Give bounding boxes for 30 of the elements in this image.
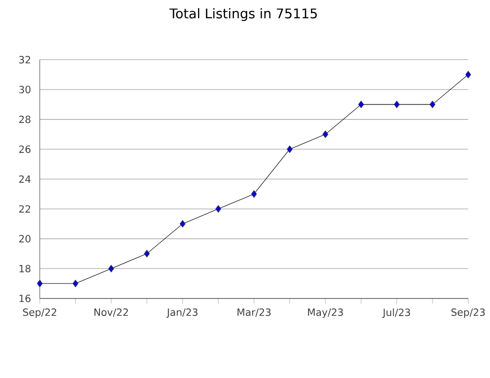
y-tick-label: 18 bbox=[20, 264, 30, 272]
point bbox=[358, 100, 364, 108]
point bbox=[36, 280, 43, 288]
x-tick-label: Sep/23 bbox=[451, 308, 485, 318]
point bbox=[465, 70, 472, 78]
y-tick-label: 16 bbox=[20, 294, 30, 302]
point bbox=[215, 205, 222, 213]
point bbox=[72, 280, 78, 288]
x-tick-label: Sep/22 bbox=[23, 308, 56, 318]
point bbox=[251, 190, 257, 198]
y-tick-label: 20 bbox=[19, 234, 30, 243]
point bbox=[144, 250, 150, 258]
chart-title: Total Listings in 75115 bbox=[169, 8, 317, 22]
y-tick-label: 28 bbox=[19, 116, 30, 124]
point bbox=[322, 130, 328, 138]
point bbox=[180, 220, 186, 228]
y-tick-label: 32 bbox=[19, 56, 30, 64]
point bbox=[430, 100, 436, 108]
x-tick-label: Nov/22 bbox=[94, 308, 128, 317]
point bbox=[394, 100, 400, 108]
point bbox=[108, 264, 114, 272]
x-tick-label: Jan/23 bbox=[166, 308, 198, 318]
x-tick-label: May/23 bbox=[308, 308, 343, 318]
x-tick-label: Jul/23 bbox=[382, 308, 410, 318]
y-tick-label: 26 bbox=[19, 145, 30, 153]
x-tick-label: Mar/23 bbox=[238, 308, 271, 317]
y-tick-label: 24 bbox=[19, 175, 31, 183]
point bbox=[286, 146, 293, 153]
y-tick-label: 22 bbox=[19, 205, 30, 213]
y-tick-label: 30 bbox=[19, 86, 30, 94]
